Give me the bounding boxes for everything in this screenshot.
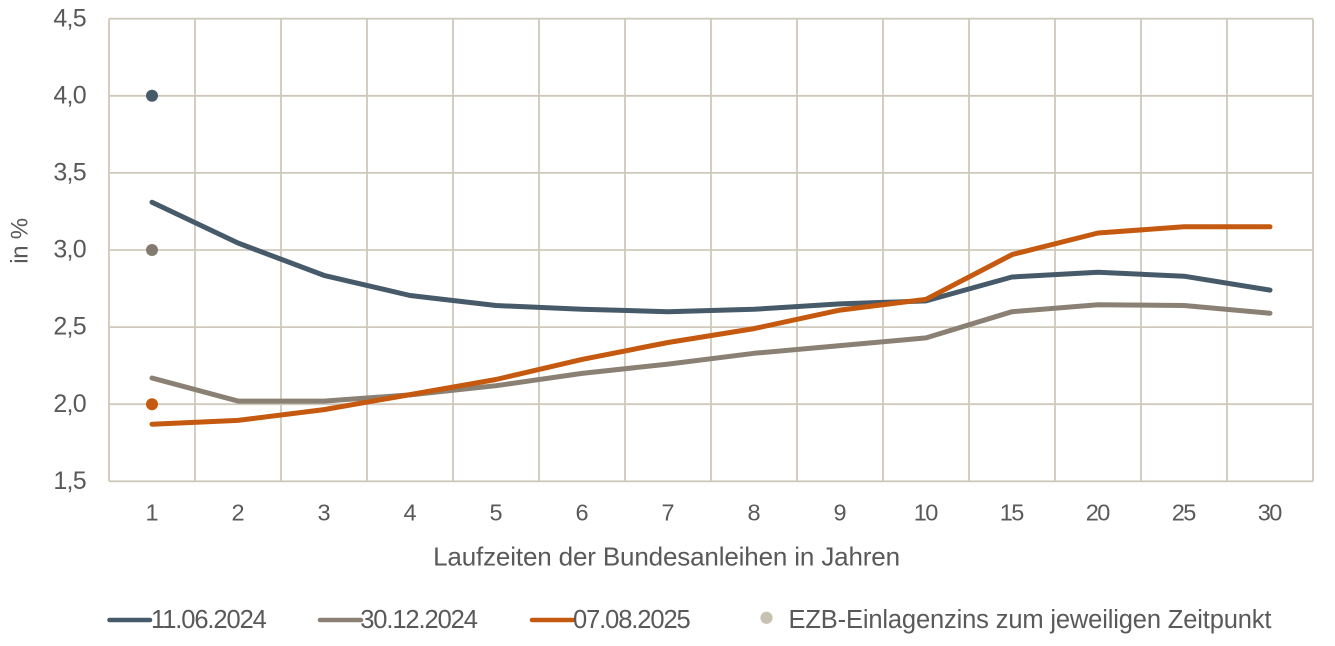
svg-text:4,5: 4,5 xyxy=(53,4,86,32)
svg-text:5: 5 xyxy=(490,499,503,525)
svg-text:2,0: 2,0 xyxy=(53,390,86,418)
svg-text:30: 30 xyxy=(1258,499,1283,525)
svg-text:15: 15 xyxy=(1000,499,1025,525)
svg-text:6: 6 xyxy=(576,499,589,525)
svg-text:11.06.2024: 11.06.2024 xyxy=(151,606,267,634)
svg-text:8: 8 xyxy=(748,499,761,525)
svg-text:20: 20 xyxy=(1086,499,1111,525)
svg-text:30.12.2024: 30.12.2024 xyxy=(360,606,478,634)
svg-text:07.08.2025: 07.08.2025 xyxy=(573,606,691,634)
svg-text:2,5: 2,5 xyxy=(53,313,86,341)
svg-text:9: 9 xyxy=(834,499,846,525)
svg-text:3,0: 3,0 xyxy=(53,236,86,264)
svg-text:10: 10 xyxy=(914,499,939,525)
svg-text:2: 2 xyxy=(232,499,244,525)
svg-text:4,0: 4,0 xyxy=(53,81,86,109)
svg-text:7: 7 xyxy=(662,499,674,525)
svg-text:3,5: 3,5 xyxy=(53,159,86,187)
svg-text:25: 25 xyxy=(1172,499,1197,525)
svg-text:1,5: 1,5 xyxy=(53,467,86,495)
svg-text:3: 3 xyxy=(318,499,331,525)
svg-text:in %: in % xyxy=(7,218,34,264)
svg-text:EZB-Einlagenzins zum jeweilige: EZB-Einlagenzins zum jeweiligen Zeitpunk… xyxy=(789,606,1272,634)
svg-text:1: 1 xyxy=(146,499,158,525)
svg-text:Laufzeiten der Bundesanleihen: Laufzeiten der Bundesanleihen in Jahren xyxy=(433,542,900,572)
svg-text:4: 4 xyxy=(404,499,417,525)
